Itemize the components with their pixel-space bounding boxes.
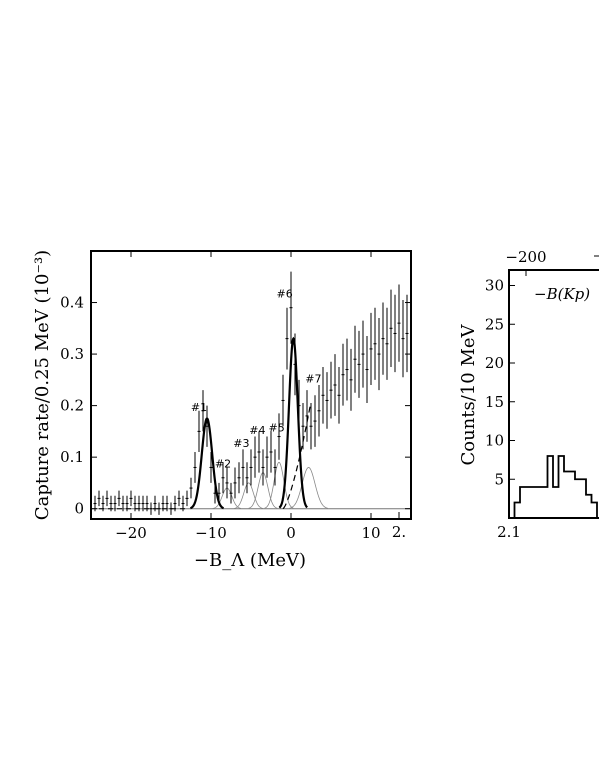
- y-tick-label: 0.2: [60, 397, 84, 415]
- histogram-step-line: [509, 455, 599, 519]
- counts-annotation: −B(Kp): [534, 285, 590, 303]
- peak-label: #6: [276, 287, 292, 300]
- peak-label: #1: [191, 401, 207, 414]
- y-tick-label: 0.4: [60, 294, 84, 312]
- component-peak-curve: [264, 461, 294, 509]
- component-peak-curve: [289, 467, 328, 509]
- y-tick-label: 25: [485, 315, 504, 333]
- y-tick-label: 15: [485, 393, 504, 411]
- counts-plot-frame: [508, 269, 599, 519]
- capture-rate-x-axis-label: −B_Λ (MeV): [194, 550, 306, 571]
- capture-rate-ticks: −20 −10 0 10 0 0.1 0.2 0.3 0.4: [60, 251, 411, 542]
- peak-label: #7: [305, 372, 321, 385]
- capture-rate-plot-frame: [90, 250, 412, 520]
- y-tick-label: 20: [485, 354, 504, 372]
- capture-rate-y-axis-label: Capture rate/0.25 MeV (10⁻³): [32, 250, 53, 520]
- component-peak-curve: [234, 482, 264, 509]
- counts-top-axis-tick: −200: [505, 248, 546, 266]
- peak-label: #2: [215, 457, 231, 470]
- counts-histogram: [509, 455, 599, 519]
- capture-rate-chart: #1 #2#3#4 #5 #6 #7 −20 −10 0 10 0 0.1 0.2 0.3 0.4 −B…: [32, 250, 412, 571]
- peak-label: #3: [233, 437, 249, 450]
- y-tick-label: 0: [74, 500, 84, 518]
- x-tick-label: 2.1: [497, 523, 521, 541]
- y-tick-label: 5: [494, 470, 504, 488]
- y-tick-label: 10: [485, 432, 504, 450]
- y-tick-label: 0.3: [60, 345, 84, 363]
- peak-label: #5: [268, 421, 284, 434]
- capture-rate-marks: #1 #2#3#4 #5 #6 #7: [91, 271, 411, 515]
- x-tick-label: −20: [115, 524, 147, 542]
- counts-chart: 5 10 15 20 25 30 2.1 2. −200 −B(Kp) Counts/10 M…: [392, 248, 599, 541]
- x-tick-label: −10: [195, 524, 227, 542]
- counts-y-axis-label: Counts/10 MeV: [458, 323, 479, 465]
- y-tick-label: 0.1: [60, 448, 84, 466]
- peak-label: #4: [249, 424, 265, 437]
- x-tick-label: 0: [286, 524, 296, 542]
- x-tick-label: 2.: [392, 523, 406, 541]
- counts-ticks: 5 10 15 20 25 30 2.1 2.: [392, 255, 599, 541]
- x-tick-label: 10: [361, 524, 380, 542]
- y-tick-label: 30: [485, 277, 504, 295]
- background-dashed-curve: [282, 405, 311, 510]
- fit-peak-curve: [278, 336, 308, 509]
